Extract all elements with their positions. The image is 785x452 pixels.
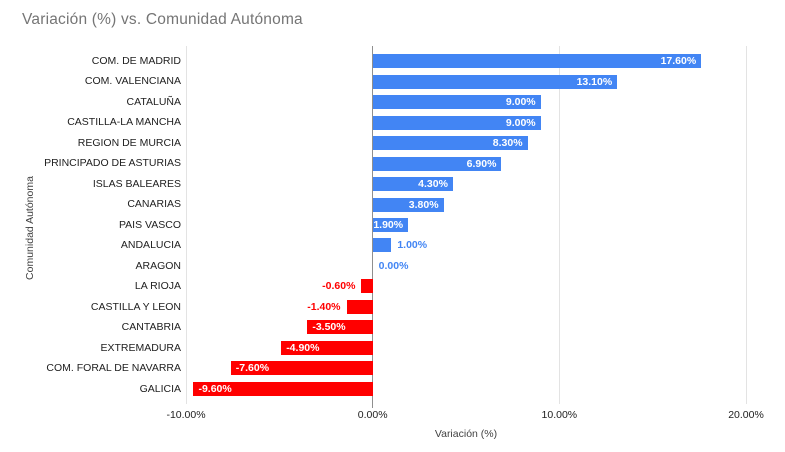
bar-value-label: 0.00% [378, 259, 409, 272]
category-label: CASTILLA Y LEON [90, 300, 181, 313]
category-label: COM. VALENCIANA [84, 75, 181, 88]
bar-value-label: 4.30% [418, 178, 448, 191]
category-label: CANARIAS [127, 198, 181, 211]
category-label: GALICIA [139, 382, 181, 395]
category-label: CANTABRIA [121, 321, 181, 334]
gridline [558, 46, 560, 404]
category-label: CATALUÑA [126, 95, 181, 108]
category-label: COM. DE MADRID [91, 55, 181, 67]
bar-value-label: 1.90% [373, 219, 404, 231]
category-label: PAIS VASCO [118, 218, 181, 231]
bar: -7.60% [230, 361, 373, 376]
bar-value-label: -4.90% [286, 341, 320, 354]
axis-tick [372, 404, 374, 408]
x-axis-title: Variación (%) [434, 428, 498, 440]
category-axis: COM. DE MADRID COM. VALENCIANA CATALUÑA CAS… [0, 46, 181, 404]
bar-value-label: 8.30% [492, 137, 523, 150]
bar-value-label: 17.60% [660, 55, 697, 68]
x-tick-label: -10.00% [166, 409, 206, 421]
bar-value-label: 9.00% [505, 116, 536, 129]
x-tick-label: 10.00% [541, 409, 578, 421]
x-axis-ticks: -10.00% 0.00% 10.00% 20.00% [166, 409, 763, 423]
bar: -9.60% [193, 381, 373, 396]
bar: -3.50% [307, 320, 373, 335]
bar-value-label: -9.60% [198, 382, 232, 395]
bar: 4.30% [372, 177, 453, 192]
bar-value-label: 6.90% [466, 157, 497, 170]
gridline [745, 46, 747, 404]
category-label: PRINCIPADO DE ASTURIAS [44, 157, 181, 170]
bar: 6.90% [372, 156, 502, 171]
bar [361, 279, 373, 294]
bar-value-label: 3.80% [408, 198, 439, 211]
plot-area: 17.60% 13.10% 9.00% 9.00% 8.30% 6.90% 4.30% 3.8… [185, 46, 747, 408]
gridline [185, 46, 187, 404]
category-label: ARAGON [135, 259, 181, 272]
bar-value-label: 13.10% [576, 75, 613, 88]
bar: 9.00% [372, 115, 541, 130]
bar: 3.80% [372, 197, 444, 212]
bar-value-label: 9.00% [505, 96, 536, 109]
bar-value-label: -3.50% [312, 321, 346, 334]
bar: 17.60% [372, 54, 702, 69]
bar-value-label: 1.00% [397, 239, 428, 252]
category-label: EXTREMADURA [100, 341, 181, 354]
category-label: CASTILLA-LA MANCHA [67, 116, 181, 129]
bar: 9.00% [372, 95, 541, 110]
bar [372, 238, 392, 253]
bar: 1.90% [372, 218, 409, 232]
bar [346, 299, 373, 314]
category-label: LA RIOJA [134, 280, 181, 293]
x-tick-label: 20.00% [728, 409, 764, 421]
category-label: COM. FORAL DE NAVARRA [46, 362, 181, 375]
bar-value-label: -7.60% [235, 362, 270, 375]
x-tick-label: 0.00% [357, 409, 388, 421]
bar: -4.90% [281, 340, 373, 355]
chart-title: Variación (%) vs. Comunidad Autónoma [22, 11, 303, 28]
category-label: ANDALUCIA [120, 239, 181, 252]
category-label: REGION DE MURCIA [77, 136, 181, 149]
bar: 8.30% [372, 136, 528, 151]
bar-value-label: -0.60% [322, 280, 356, 293]
bar: 13.10% [372, 74, 618, 89]
bar-value-label: -1.40% [307, 300, 341, 313]
category-label: ISLAS BALEARES [92, 177, 181, 190]
